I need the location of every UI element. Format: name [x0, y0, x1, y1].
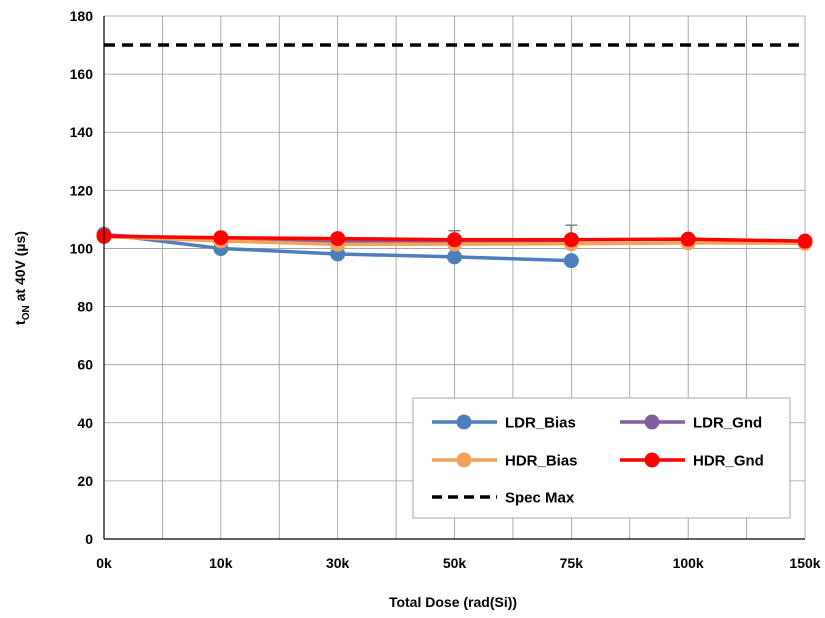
- hdr-gnd-point: [330, 231, 346, 247]
- y-tick-label: 120: [70, 182, 94, 198]
- x-tick-label: 0k: [96, 555, 112, 571]
- legend-label-hdr-bias: HDR_Bias: [505, 453, 578, 470]
- y-axis-title: tON at 40V (µs): [12, 231, 32, 325]
- legend-marker-hdr-bias: [456, 452, 472, 468]
- x-tick-label: 100k: [673, 555, 704, 571]
- y-tick-label: 60: [77, 357, 93, 373]
- y-tick-label: 20: [77, 473, 93, 489]
- y-tick-label: 180: [70, 8, 94, 24]
- axis-layer: 0 20 40 60 80 100 120 140 160 180 0k 10k 30k 50k 75k 10…: [70, 8, 821, 571]
- y-tick-label: 160: [70, 66, 94, 82]
- y-axis-title-main: t: [12, 320, 28, 325]
- hdr-gnd-point: [213, 230, 229, 246]
- y-tick-label: 80: [77, 299, 93, 315]
- y-tick-label: 0: [85, 531, 93, 547]
- y-tick-label: 40: [77, 415, 93, 431]
- hdr-gnd-point: [563, 232, 579, 248]
- legend-marker-hdr-gnd: [644, 452, 660, 468]
- y-tick-label: 140: [70, 124, 94, 140]
- legend-marker-ldr-gnd: [644, 414, 660, 430]
- y-tick-label: 100: [70, 240, 94, 256]
- legend-label-ldr-bias: LDR_Bias: [505, 415, 576, 432]
- x-tick-label: 10k: [209, 555, 233, 571]
- series-layer: [96, 224, 813, 269]
- y-axis-title-rest: at 40V (µs): [12, 231, 28, 305]
- x-axis-title: Total Dose (rad(Si)): [389, 594, 517, 610]
- legend-marker-ldr-bias: [456, 414, 472, 430]
- x-tick-label: 50k: [443, 555, 467, 571]
- legend-label-spec-max: Spec Max: [505, 490, 575, 507]
- hdr-gnd-point: [447, 232, 462, 248]
- legend-label-ldr-gnd: LDR_Gnd: [693, 415, 762, 432]
- legend-label-hdr-gnd: HDR_Gnd: [693, 453, 764, 470]
- y-axis-title-subscript: ON: [21, 305, 32, 320]
- hdr-gnd-point: [797, 233, 813, 249]
- x-tick-label: 150k: [789, 555, 820, 571]
- legend: LDR_Bias LDR_Gnd HDR_Bias HDR_Gnd Spec M…: [412, 397, 791, 519]
- ldr-bias-point: [563, 253, 579, 269]
- legend-box: [412, 397, 791, 519]
- hdr-gnd-point: [680, 231, 696, 247]
- x-tick-label: 30k: [326, 555, 350, 571]
- x-tick-label: 75k: [560, 555, 584, 571]
- ldr-bias-point: [447, 249, 462, 265]
